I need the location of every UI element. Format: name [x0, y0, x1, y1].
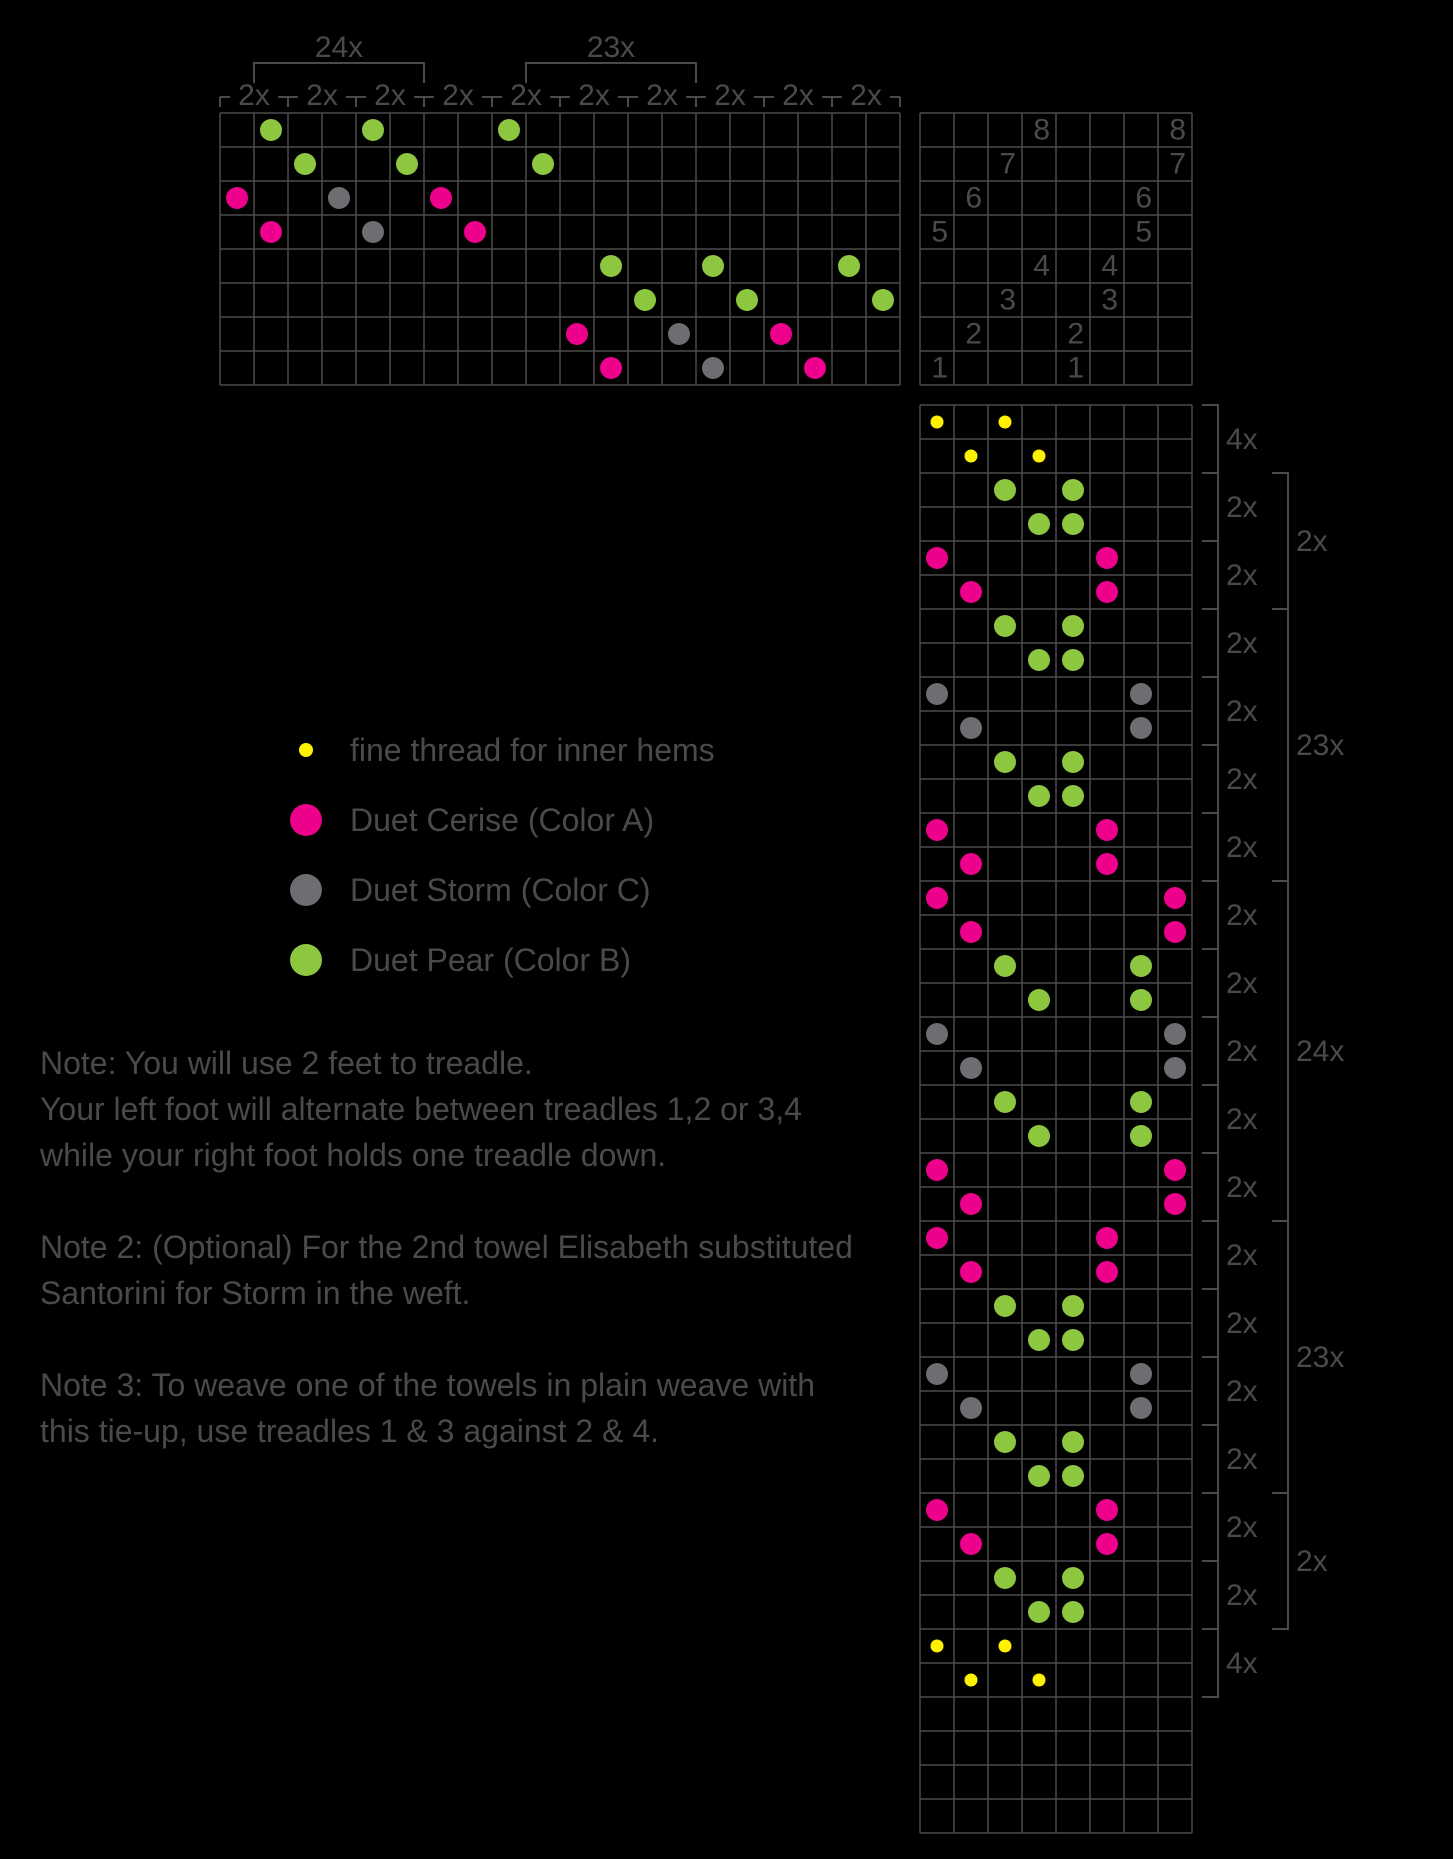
legend-item: fine thread for inner hems	[290, 715, 715, 785]
svg-text:2x: 2x	[1226, 1443, 1258, 1476]
svg-text:1: 1	[1067, 352, 1084, 385]
svg-text:4: 4	[1033, 250, 1050, 283]
svg-text:2x: 2x	[374, 79, 406, 112]
svg-text:2x: 2x	[1226, 899, 1258, 932]
legend-item: Duet Pear (Color B)	[290, 925, 715, 995]
legend-dot-yellow	[299, 743, 313, 757]
note-1: Note: You will use 2 feet to treadle.You…	[40, 1040, 870, 1178]
svg-text:5: 5	[1135, 216, 1152, 249]
svg-text:24x: 24x	[315, 31, 363, 64]
svg-text:2x: 2x	[850, 79, 882, 112]
legend-label: Duet Storm (Color C)	[350, 855, 651, 925]
legend: fine thread for inner hemsDuet Cerise (C…	[290, 715, 715, 995]
svg-text:4: 4	[1101, 250, 1118, 283]
notes-block: Note: You will use 2 feet to treadle.You…	[40, 1040, 870, 1500]
legend-item: Duet Storm (Color C)	[290, 855, 715, 925]
svg-text:2x: 2x	[442, 79, 474, 112]
svg-text:2x: 2x	[646, 79, 678, 112]
legend-item: Duet Cerise (Color A)	[290, 785, 715, 855]
svg-text:7: 7	[999, 148, 1016, 181]
svg-text:2x: 2x	[1226, 1239, 1258, 1272]
svg-text:2: 2	[965, 318, 982, 351]
legend-dot-green	[290, 944, 322, 976]
svg-text:2x: 2x	[578, 79, 610, 112]
svg-text:5: 5	[931, 216, 948, 249]
svg-text:2x: 2x	[1226, 559, 1258, 592]
svg-text:2x: 2x	[1226, 1307, 1258, 1340]
legend-label: fine thread for inner hems	[350, 715, 715, 785]
svg-text:4x: 4x	[1226, 1647, 1258, 1680]
note-2: Note 2: (Optional) For the 2nd towel Eli…	[40, 1224, 870, 1316]
svg-text:4x: 4x	[1226, 423, 1258, 456]
svg-text:2x: 2x	[1226, 763, 1258, 796]
svg-text:6: 6	[965, 182, 982, 215]
svg-text:2x: 2x	[1226, 695, 1258, 728]
weaving-draft: 2x2x2x2x2x2x2x2x2x2x24x23x88776655443322…	[0, 0, 1453, 1859]
svg-text:2x: 2x	[1296, 525, 1328, 558]
svg-text:2x: 2x	[782, 79, 814, 112]
svg-text:2x: 2x	[1226, 1103, 1258, 1136]
svg-text:2x: 2x	[1226, 1579, 1258, 1612]
legend-label: Duet Cerise (Color A)	[350, 785, 654, 855]
svg-text:2x: 2x	[714, 79, 746, 112]
svg-text:23x: 23x	[587, 31, 635, 64]
svg-text:2x: 2x	[1226, 627, 1258, 660]
svg-text:2x: 2x	[1226, 1171, 1258, 1204]
svg-text:3: 3	[1101, 284, 1118, 317]
svg-text:2x: 2x	[1226, 967, 1258, 1000]
svg-text:7: 7	[1169, 148, 1186, 181]
svg-text:2x: 2x	[306, 79, 338, 112]
legend-dot-pink	[290, 804, 322, 836]
svg-text:1: 1	[931, 352, 948, 385]
svg-text:2x: 2x	[238, 79, 270, 112]
svg-text:24x: 24x	[1296, 1035, 1344, 1068]
svg-text:8: 8	[1033, 114, 1050, 147]
svg-text:2x: 2x	[1226, 1035, 1258, 1068]
svg-text:23x: 23x	[1296, 729, 1344, 762]
svg-text:8: 8	[1169, 114, 1186, 147]
svg-text:2x: 2x	[1296, 1545, 1328, 1578]
svg-text:3: 3	[999, 284, 1016, 317]
svg-text:2x: 2x	[1226, 831, 1258, 864]
svg-text:2: 2	[1067, 318, 1084, 351]
note-3: Note 3: To weave one of the towels in pl…	[40, 1362, 870, 1454]
svg-text:2x: 2x	[1226, 491, 1258, 524]
svg-text:23x: 23x	[1296, 1341, 1344, 1374]
svg-text:2x: 2x	[1226, 1511, 1258, 1544]
svg-text:2x: 2x	[510, 79, 542, 112]
legend-label: Duet Pear (Color B)	[350, 925, 631, 995]
svg-text:2x: 2x	[1226, 1375, 1258, 1408]
svg-text:6: 6	[1135, 182, 1152, 215]
legend-dot-gray	[290, 874, 322, 906]
